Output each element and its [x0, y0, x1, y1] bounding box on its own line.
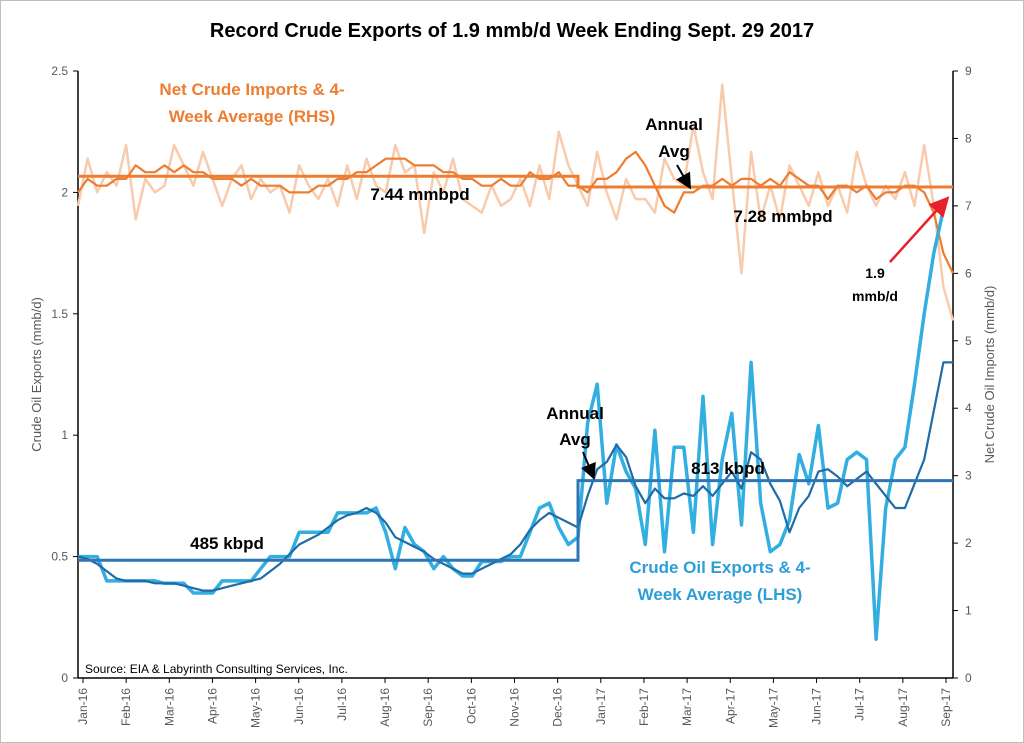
x-tick-label: Mar-16	[162, 688, 176, 726]
x-tick-label: Jul-17	[853, 688, 867, 721]
x-tick-label: Oct-16	[464, 688, 478, 724]
record-arrow	[889, 196, 950, 263]
left-tick-label: 2	[61, 185, 68, 199]
imports-annual-avg-label: 7.44 mmbpd	[370, 185, 469, 204]
x-tick-label: Jan-17	[594, 688, 608, 725]
axes: 0 0.5 1 1.5 2 2.5 0 1 2 3 4 5 6 7 8 9 Jan-16 Feb-16 Mar-16…	[29, 64, 997, 728]
right-tick-label: 0	[965, 671, 972, 685]
left-tick-label: 1.5	[51, 307, 68, 321]
x-tick-label: Aug-16	[378, 688, 392, 727]
exports-4wk-avg-line	[77, 361, 953, 592]
right-tick-label: 8	[965, 131, 972, 145]
chart-title: Record Crude Exports of 1.9 mmb/d Week E…	[209, 20, 815, 42]
x-tick-label: Jan-16	[76, 688, 90, 725]
x-tick-label: Feb-16	[119, 688, 133, 726]
plot-area	[76, 83, 955, 641]
left-axis-title: Crude Oil Exports (mmb/d)	[29, 297, 44, 452]
left-tick-label: 0.5	[51, 550, 68, 564]
x-tick-label: Aug-17	[896, 688, 910, 727]
right-tick-label: 2	[965, 536, 972, 550]
right-tick-label: 5	[965, 334, 972, 348]
record-callout: 1.9	[865, 265, 885, 281]
imports-legend-label: Week Average (RHS)	[169, 107, 336, 126]
imports-weekly-line	[76, 83, 955, 321]
exports-annual-avg-line	[78, 479, 953, 562]
x-tick-label: Sep-17	[939, 688, 953, 727]
imports-annual-avg-line	[78, 174, 953, 189]
right-tick-label: 6	[965, 266, 972, 280]
right-tick-label: 9	[965, 64, 972, 78]
x-tick-label: Nov-16	[508, 688, 522, 727]
source-note: Source: EIA & Labyrinth Consulting Servi…	[85, 662, 348, 676]
right-tick-label: 4	[965, 401, 972, 415]
imports-legend-label: Net Crude Imports & 4-	[159, 80, 344, 99]
annual-avg-callout: Avg	[559, 430, 591, 449]
annotations: Net Crude Imports & 4- Week Average (RHS)…	[85, 80, 950, 676]
imports-4wk-avg-line	[77, 150, 954, 274]
right-tick-label: 3	[965, 469, 972, 483]
record-callout: mmb/d	[852, 288, 898, 304]
x-tick-label: Feb-17	[637, 688, 651, 726]
annual-avg-arrow-top	[676, 164, 691, 190]
x-tick-label: May-17	[766, 688, 780, 728]
x-tick-label: Dec-16	[551, 688, 565, 727]
exports-annual-avg-label: 813 kbpd	[691, 459, 765, 478]
x-tick-label: Mar-17	[680, 688, 694, 726]
x-tick-label: Sep-16	[421, 688, 435, 727]
right-tick-label: 1	[965, 604, 972, 618]
left-tick-label: 0	[61, 671, 68, 685]
exports-weekly-line	[78, 209, 946, 641]
right-tick-label: 7	[965, 199, 972, 213]
left-tick-label: 1	[61, 428, 68, 442]
x-tick-label: Jun-17	[810, 688, 824, 725]
imports-annual-avg-label: 7.28 mmbpd	[733, 207, 832, 226]
left-tick-label: 2.5	[51, 64, 68, 78]
x-tick-label: Apr-16	[205, 688, 219, 724]
right-axis-title: Net Crude Oil Imports (mmb/d)	[982, 286, 997, 464]
exports-legend-label: Week Average (LHS)	[638, 585, 803, 604]
exports-legend-label: Crude Oil Exports & 4-	[629, 558, 810, 577]
annual-avg-callout: Annual	[645, 115, 703, 134]
exports-annual-avg-label: 485 kbpd	[190, 534, 264, 553]
x-tick-label: Jul-16	[335, 688, 349, 721]
annual-avg-callout: Annual	[546, 404, 604, 423]
annual-avg-arrow-bottom	[581, 451, 596, 480]
x-tick-label: May-16	[249, 688, 263, 728]
x-tick-label: Jun-16	[292, 688, 306, 725]
x-tick-label: Apr-17	[723, 688, 737, 724]
annual-avg-callout: Avg	[658, 142, 690, 161]
